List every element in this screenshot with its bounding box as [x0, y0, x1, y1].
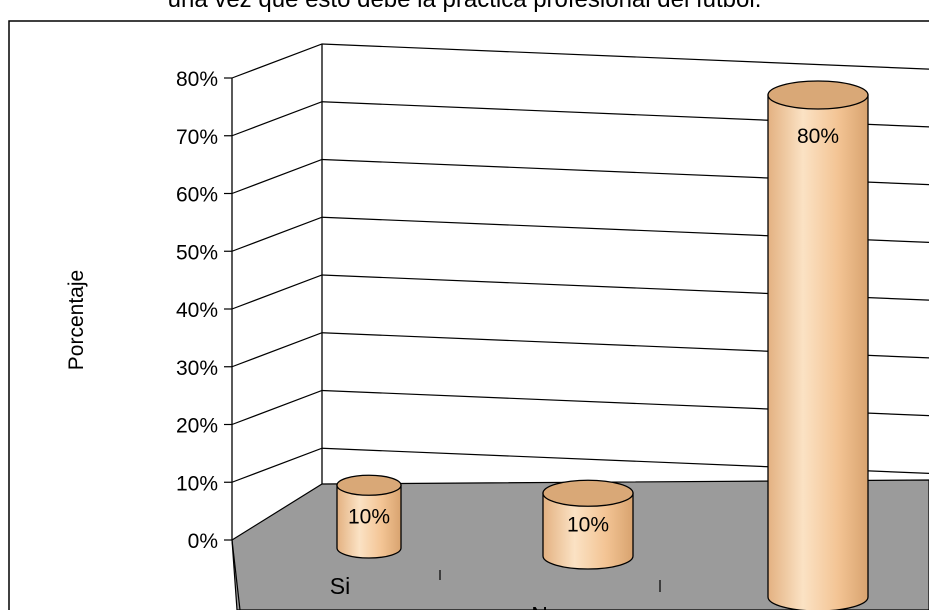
y-tick-label: 50% — [176, 241, 218, 264]
y-axis-label: Porcentaje — [65, 270, 88, 370]
chart-border — [8, 20, 929, 610]
bar-top — [336, 474, 402, 496]
data-label: 80% — [797, 125, 839, 148]
gridline — [231, 332, 929, 368]
gridline — [231, 216, 929, 252]
data-label: 10% — [348, 505, 390, 528]
y-tick-label: 80% — [176, 68, 218, 91]
x-axis-line — [231, 539, 241, 610]
y-tick-label: 10% — [176, 472, 218, 495]
bar-top — [767, 80, 869, 110]
gridline — [231, 43, 929, 79]
y-tick-label: 20% — [176, 415, 218, 438]
y-tick-label: 40% — [176, 299, 218, 322]
y-tick-label: 0% — [188, 530, 218, 553]
gridline — [231, 158, 929, 195]
bar-body — [336, 484, 402, 559]
gridline — [231, 274, 929, 310]
category-label: Si — [330, 573, 350, 599]
y-tick-label: 70% — [176, 126, 218, 149]
data-label: 10% — [567, 513, 609, 536]
bar — [767, 80, 869, 610]
bar-body — [542, 492, 634, 570]
gridline — [231, 389, 929, 426]
chart-title: una vez que esto debe la práctica profes… — [0, 0, 929, 16]
bar-body — [767, 94, 869, 610]
gridline — [231, 101, 929, 137]
bar — [542, 479, 634, 570]
y-tick-label: 30% — [176, 357, 218, 380]
category-label: No — [531, 602, 560, 610]
gridline — [231, 447, 929, 483]
bar — [336, 474, 402, 559]
bar-top — [542, 479, 634, 507]
y-tick-label: 60% — [176, 184, 218, 207]
